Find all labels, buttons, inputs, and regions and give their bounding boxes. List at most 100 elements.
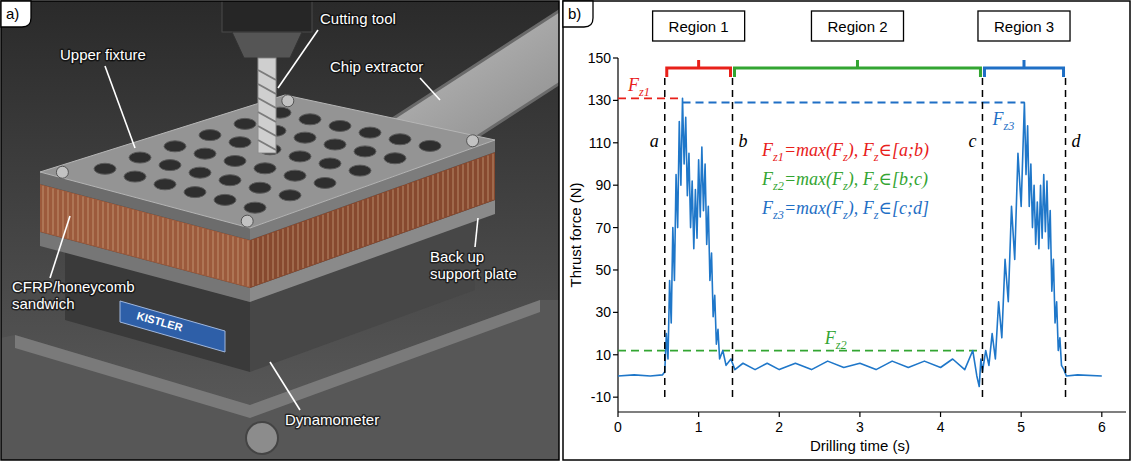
honeycomb-cell bbox=[43, 186, 44, 232]
honeycomb-cell bbox=[193, 226, 194, 272]
fixture-hole bbox=[154, 179, 176, 190]
honeycomb-cell bbox=[288, 227, 289, 273]
honeycomb-cell bbox=[58, 190, 59, 236]
honeycomb-cell bbox=[253, 240, 254, 286]
photo-label: Upper fixture bbox=[60, 46, 146, 63]
honeycomb-cell bbox=[443, 172, 444, 218]
honeycomb-cell bbox=[293, 226, 294, 272]
fixture-hole bbox=[324, 139, 346, 150]
fixture-hole bbox=[354, 146, 376, 157]
photo-label: CFRP/honeycombsandwich bbox=[12, 278, 135, 312]
honeycomb-cell bbox=[438, 173, 439, 219]
honeycomb-cell bbox=[63, 191, 64, 237]
reference-line bbox=[618, 350, 981, 352]
honeycomb-cell bbox=[98, 200, 99, 246]
boundary-label: d bbox=[1072, 131, 1082, 151]
region-bracket bbox=[984, 60, 1063, 77]
subscript: z1 bbox=[638, 85, 650, 99]
panel-letter: b) bbox=[568, 5, 581, 22]
reference-label: Fz2 bbox=[824, 328, 847, 352]
label-line: Back up bbox=[430, 248, 484, 265]
honeycomb-cell bbox=[143, 212, 144, 258]
photo-label: Chip extractor bbox=[330, 58, 423, 75]
honeycomb-cell bbox=[108, 203, 109, 249]
x-tick-label: 1 bbox=[695, 419, 703, 435]
honeycomb-cell bbox=[188, 224, 189, 270]
y-tick bbox=[613, 397, 618, 398]
honeycomb-cell bbox=[238, 238, 239, 284]
fixture-hole bbox=[419, 140, 441, 151]
honeycomb-cell bbox=[53, 188, 54, 234]
thrust-force-line bbox=[618, 98, 1102, 386]
x-tick bbox=[1021, 412, 1022, 417]
honeycomb-cell bbox=[163, 218, 164, 264]
boundary-label: b bbox=[739, 131, 748, 151]
boundary-line bbox=[664, 78, 666, 400]
region-bracket bbox=[667, 60, 731, 77]
honeycomb-cell bbox=[83, 196, 84, 242]
region-title: Region 2 bbox=[827, 18, 887, 35]
chart-panel: -1010305070901101301500123456Drilling ti… bbox=[567, 11, 1126, 454]
boundary-line bbox=[982, 78, 984, 400]
panel-frame bbox=[563, 1, 1130, 460]
text-part: =max( bbox=[784, 140, 833, 161]
leader-line bbox=[278, 30, 318, 88]
fixture-hole bbox=[349, 165, 371, 176]
honeycomb-cell bbox=[368, 199, 369, 245]
honeycomb-cell bbox=[278, 231, 279, 277]
x-tick-label: 5 bbox=[1017, 419, 1025, 435]
honeycomb-cell bbox=[373, 197, 374, 243]
fixture-hole bbox=[184, 187, 206, 198]
region-title: Region 3 bbox=[994, 18, 1054, 35]
honeycomb-cell bbox=[453, 168, 454, 214]
honeycomb-cell bbox=[468, 163, 469, 209]
label-line: CFRP/honeycomb bbox=[12, 278, 135, 295]
honeycomb-cell bbox=[458, 166, 459, 212]
honeycomb-cell bbox=[378, 195, 379, 241]
y-tick bbox=[613, 269, 618, 270]
honeycomb-cell bbox=[138, 211, 139, 257]
text-part: ), bbox=[847, 198, 863, 219]
x-tick-label: 2 bbox=[775, 419, 783, 435]
reference-label: Fz3 bbox=[992, 109, 1015, 133]
collet bbox=[232, 32, 302, 58]
honeycomb-cell bbox=[363, 200, 364, 246]
fixture-hole bbox=[219, 175, 241, 186]
label-line: Dynamometer bbox=[285, 411, 379, 428]
x-tick-label: 3 bbox=[856, 419, 864, 435]
honeycomb-cell bbox=[308, 220, 309, 266]
leader-line bbox=[475, 218, 478, 247]
boundary-line bbox=[1065, 78, 1067, 400]
cutting-tool bbox=[258, 58, 276, 153]
fixture-hole bbox=[224, 155, 246, 166]
honeycomb-cell bbox=[263, 236, 264, 282]
leader-line bbox=[270, 362, 300, 410]
honeycomb-cell bbox=[183, 223, 184, 269]
y-tick-label: 150 bbox=[588, 50, 612, 66]
honeycomb-cell bbox=[313, 218, 314, 264]
fixture-hole bbox=[189, 167, 211, 178]
honeycomb-cell bbox=[173, 220, 174, 266]
honeycomb-cell bbox=[78, 195, 79, 241]
honeycomb-cell bbox=[248, 240, 249, 286]
nameplate-text: KISTLER bbox=[135, 309, 184, 333]
equation: Fz1=max(Fz), Fz∈[a;b) bbox=[761, 140, 929, 164]
plot-area bbox=[618, 98, 1102, 386]
honeycomb-cell bbox=[73, 194, 74, 240]
photo-panel: KISTLER bbox=[1, 1, 559, 460]
honeycomb-cell bbox=[153, 215, 154, 261]
honeycomb-cell bbox=[303, 222, 304, 268]
text-part: ∈[b;c) bbox=[879, 169, 928, 190]
region-box bbox=[978, 11, 1070, 41]
honeycomb-cell bbox=[208, 230, 209, 276]
y-tick bbox=[613, 142, 618, 143]
x-tick-label: 4 bbox=[937, 419, 945, 435]
honeycomb-cell bbox=[493, 154, 494, 200]
text-part: =max( bbox=[784, 169, 833, 190]
honeycomb-cell bbox=[398, 188, 399, 234]
photo-label: Dynamometer bbox=[285, 411, 379, 428]
subscript: z3 bbox=[772, 208, 784, 222]
equation: Fz3=max(Fz), Fz∈[c;d] bbox=[761, 198, 929, 222]
leader-line bbox=[50, 216, 70, 278]
label-line: Chip extractor bbox=[330, 58, 423, 75]
